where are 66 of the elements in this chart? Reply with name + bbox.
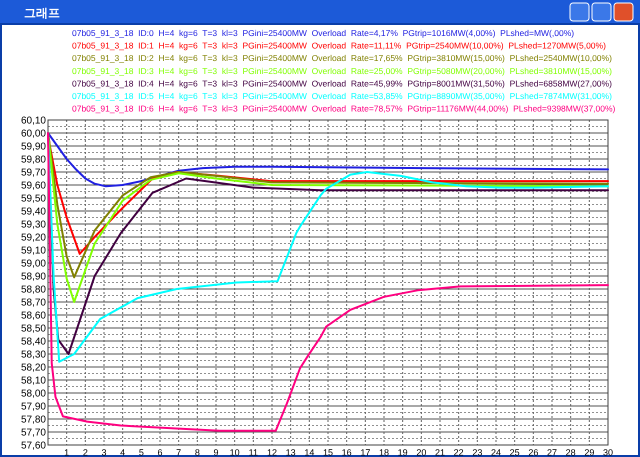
x-tick-label: 12 — [266, 448, 278, 457]
y-tick-label: 59,80 — [20, 154, 46, 166]
y-tick-label: 58,40 — [20, 336, 46, 348]
x-tick-label: 2 — [82, 448, 88, 457]
x-tick-label: 6 — [157, 448, 163, 457]
x-tick-label: 30 — [602, 448, 614, 457]
x-tick-label: 4 — [120, 448, 126, 457]
y-tick-label: 57,60 — [20, 440, 46, 452]
y-tick-label: 59,30 — [20, 220, 46, 230]
y-tick-label: 59,20 — [20, 232, 46, 244]
x-tick-label: 5 — [138, 448, 144, 457]
y-tick-label: 58,00 — [20, 388, 46, 400]
x-tick-label: 24 — [490, 448, 502, 457]
y-tick-label: 58,70 — [20, 298, 46, 308]
x-tick-label: 19 — [398, 448, 408, 457]
x-tick-label: 3 — [101, 448, 107, 457]
y-tick-label: 59,50 — [20, 194, 46, 204]
y-tick-label: 59,10 — [20, 246, 46, 256]
text: 07b05_91_3_18 ID:0 H=4 kg=6 T=3 kl=3 PGini=25400MW Overload Rate=4,17% PGtrip=1016MW(4,00%) PLshed=MW(,00%) — [72, 28, 574, 38]
y-tick-label: 58,20 — [20, 362, 46, 374]
y-tick-label: 58,90 — [20, 272, 46, 282]
y-tick-label: 58,10 — [20, 376, 46, 386]
y-tick-label: 58,80 — [20, 284, 46, 296]
x-tick-label: 17 — [360, 448, 370, 457]
x-tick-label: 22 — [454, 448, 464, 457]
y-tick-label: 57,70 — [20, 428, 46, 438]
text: 07b05_91_3_18 ID:3 H=4 kg=6 T=3 kl=3 PGini=25400MW Overload Rate=25,00% PGtrip=5080MW(20,00%) PLshed=3810MW(15,00%) — [72, 66, 612, 76]
text: 07b05_91_3_18 ID:4 H=4 kg=6 T=3 kl=3 PGini=25400MW Overload Rate=45,99% PGtrip=8001MW(31,50%) PLshed=6858MW(27,00%) — [72, 78, 612, 88]
text: 07b05_91_3_18 ID:5 H=4 kg=6 T=3 kl=3 PGini=25400MW Overload Rate=53,85% PGtrip=8890MW(35,00%) PLshed=7874MW(31,00%) — [72, 91, 612, 101]
text: 07b05_91_3_18 ID:2 H=4 kg=6 T=3 kl=3 PGini=25400MW Overload Rate=17,65% PGtrip=3810MW(15,00%) PLshed=2540MW(10,00%) — [72, 53, 612, 64]
y-tick-label: 60,00 — [20, 128, 46, 140]
x-tick-label: 9 — [213, 448, 219, 457]
y-tick-label: 59,90 — [20, 142, 46, 152]
x-tick-label: 7 — [176, 448, 182, 457]
y-tick-label: 60,10 — [20, 116, 46, 126]
x-tick-label: 13 — [286, 448, 296, 457]
x-tick-label: 27 — [546, 448, 558, 457]
y-tick-label: 59,70 — [20, 168, 46, 178]
y-tick-label: 58,60 — [20, 310, 46, 322]
y-tick-label: 57,80 — [20, 414, 46, 426]
x-tick-label: 15 — [322, 448, 334, 457]
x-tick-label: 1 — [64, 448, 70, 457]
y-tick-label: 59,00 — [20, 258, 46, 270]
text: 07b05_91_3_18 ID:6 H=4 kg=6 T=3 kl=3 PGini=25400MW Overload Rate=78,57% PGtrip=11176MW(44,00%) PLshed=9398MW(37,00%) — [72, 104, 616, 114]
x-tick-label: 10 — [230, 448, 240, 457]
x-tick-label: 14 — [304, 448, 314, 457]
x-tick-label: 26 — [528, 448, 538, 457]
y-tick-label: 59,60 — [20, 180, 46, 192]
x-tick-label: 28 — [566, 448, 576, 457]
line-series — [47, 132, 609, 432]
x-tick-label: 21 — [434, 448, 446, 457]
text: 07b05_91_3_18 ID:1 H=4 kg=6 T=3 kl=3 PGini=25400MW Overload Rate=11,11% PGtrip=2540MW(10,00%) PLshed=1270MW(5,00%) — [72, 40, 606, 51]
x-tick-label: 25 — [510, 448, 520, 457]
x-tick-label: 8 — [194, 448, 200, 457]
line-series — [47, 132, 609, 188]
x-tick-label: 23 — [472, 448, 482, 457]
x-tick-label: 18 — [378, 448, 390, 457]
x-tick-label: 20 — [416, 448, 426, 457]
y-tick-label: 57,90 — [20, 402, 46, 412]
y-tick-label: 58,30 — [20, 350, 46, 360]
y-tick-label: 58,50 — [20, 324, 46, 334]
x-tick-label: 16 — [342, 448, 352, 457]
chart-title: 그래프 — [24, 6, 60, 20]
y-tick-label: 59,40 — [20, 206, 46, 218]
x-tick-label: 29 — [584, 448, 594, 457]
x-tick-label: 11 — [248, 448, 258, 457]
